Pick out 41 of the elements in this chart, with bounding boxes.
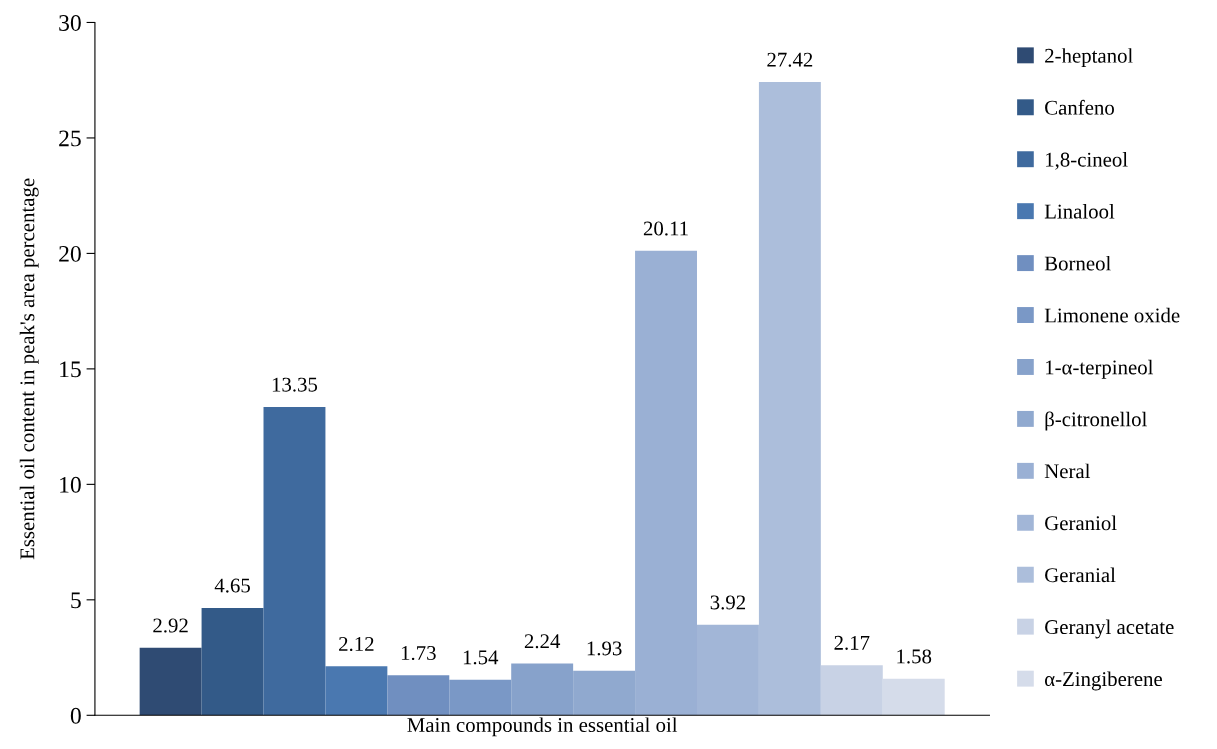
bar	[139, 647, 202, 716]
data-label: 4.65	[214, 578, 250, 593]
y-tick-label: 20	[59, 245, 81, 262]
bar	[882, 678, 945, 716]
y-tick-label: 30	[59, 14, 81, 31]
data-label: 2.24	[524, 634, 561, 649]
data-label: 20.11	[643, 221, 688, 236]
bar	[820, 665, 883, 716]
y-tick-label: 25	[59, 130, 81, 147]
bar	[263, 406, 326, 716]
data-label: 13.35	[272, 377, 318, 392]
data-label: 2.92	[153, 618, 188, 633]
data-label: 1.58	[897, 649, 932, 664]
data-label: 2.12	[339, 636, 374, 652]
y-axis-title: Essential oil content in peak's area percentage	[19, 178, 39, 560]
legend-label: Borneol	[1044, 255, 1111, 271]
legend-label: Geranial	[1045, 567, 1116, 583]
data-label: 1.54	[463, 650, 499, 665]
bar	[325, 666, 388, 716]
y-tick-label: 0	[70, 707, 81, 724]
legend-label: 1-α-terpineol	[1046, 359, 1154, 379]
legend-label: 2-heptanol	[1045, 48, 1133, 68]
y-tick-label: 10	[60, 476, 81, 493]
data-label: 1.73	[401, 646, 436, 661]
legend-label: Geraniol	[1045, 515, 1117, 531]
data-label: 27.42	[767, 52, 813, 67]
data-label: 3.92	[710, 595, 746, 610]
legend-label: Linalool	[1044, 203, 1115, 219]
data-label: 1.93	[587, 641, 622, 656]
legend-label: α-Zingiberene	[1044, 671, 1162, 691]
bar	[201, 607, 264, 716]
legend-label: Neral	[1044, 463, 1091, 479]
legend-label: Limonene oxide	[1044, 307, 1180, 323]
legend-label: Geranyl acetate	[1045, 619, 1174, 639]
legend-label: 1,8-cineol	[1046, 152, 1128, 170]
legend-label: Canfeno	[1045, 99, 1114, 115]
y-tick-label: 5	[71, 592, 81, 609]
legend-label: β-citronellol	[1045, 411, 1147, 431]
data-label: 2.17	[834, 635, 870, 650]
x-axis-title: Main compounds in essential oil	[407, 717, 678, 737]
y-tick-label: 15	[60, 361, 81, 378]
